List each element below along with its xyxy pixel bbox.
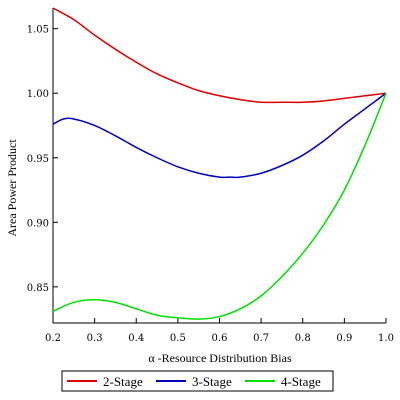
legend: 2-Stage 3-Stage 4-Stage <box>61 370 334 392</box>
x-tick-label: 0.8 <box>295 333 311 344</box>
x-tick-label: 1.0 <box>378 333 394 344</box>
y-axis-title: Area Power Product <box>5 139 19 237</box>
y-tick-label: 1.00 <box>27 89 49 100</box>
y-tick-label: 1.05 <box>27 25 49 36</box>
x-tick-label: 0.6 <box>212 333 228 344</box>
x-tick-label: 0.2 <box>45 333 61 344</box>
legend-label: 3-Stage <box>192 374 232 389</box>
x-tick-label: 0.5 <box>170 333 186 344</box>
x-tick-label: 0.7 <box>253 333 269 344</box>
legend-label: 2-Stage <box>103 374 143 389</box>
y-tick-label: 0.85 <box>27 283 49 294</box>
series-line-2 <box>52 92 387 179</box>
series-layer <box>52 7 387 320</box>
legend-box <box>61 370 334 392</box>
axes: 0.2 0.3 0.4 0.5 0.6 0.7 0.8 0.9 1.0 0.85 0.90 0.95 1… <box>27 8 394 344</box>
series-line-1 <box>52 7 387 104</box>
legend-label: 4-Stage <box>281 374 321 389</box>
series-line-3 <box>52 92 387 320</box>
y-tick-label: 0.95 <box>27 154 49 165</box>
y-tick-label: 0.90 <box>27 218 49 229</box>
x-tick-label: 0.9 <box>336 333 352 344</box>
x-tick-label: 0.3 <box>87 333 103 344</box>
x-axis-title: α -Resource Distribution Bias <box>148 351 292 365</box>
x-tick-label: 0.4 <box>128 333 144 344</box>
